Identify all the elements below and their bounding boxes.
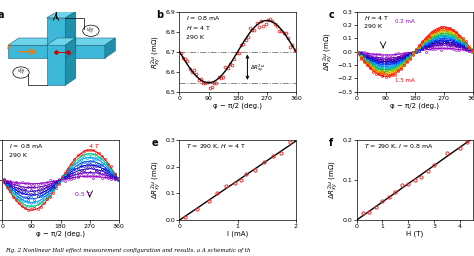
Text: c: c [328, 10, 334, 20]
Text: 1.5 mA: 1.5 mA [395, 78, 415, 83]
Text: $I$ = 0.8 mA: $I$ = 0.8 mA [186, 14, 222, 22]
X-axis label: φ − π/2 (deg.): φ − π/2 (deg.) [36, 231, 85, 237]
Polygon shape [46, 12, 76, 18]
Y-axis label: $R_{xy}^{2\omega}$ (m$\Omega$): $R_{xy}^{2\omega}$ (m$\Omega$) [149, 35, 164, 69]
X-axis label: I (mA): I (mA) [227, 231, 248, 237]
Polygon shape [46, 38, 76, 45]
Text: $H$ = 4 T: $H$ = 4 T [186, 24, 212, 32]
Text: e: e [152, 138, 158, 148]
Text: $I$ = 0.8 mA: $I$ = 0.8 mA [9, 142, 45, 150]
Text: a: a [0, 10, 4, 20]
Text: Fig. 2 Nonlinear Hall effect measurement configuration and results. a A schemati: Fig. 2 Nonlinear Hall effect measurement… [5, 248, 250, 253]
Text: b: b [156, 10, 163, 20]
X-axis label: φ − π/2 (deg.): φ − π/2 (deg.) [390, 102, 439, 109]
X-axis label: φ − π/2 (deg.): φ − π/2 (deg.) [213, 102, 262, 109]
Polygon shape [46, 18, 65, 85]
Y-axis label: $\Delta R_{xy}^{2\omega}$ (m$\Omega$): $\Delta R_{xy}^{2\omega}$ (m$\Omega$) [149, 161, 164, 199]
Text: 4 T: 4 T [89, 144, 99, 149]
Text: $T$ = 290 K, $H$ = 4 T: $T$ = 290 K, $H$ = 4 T [186, 142, 247, 150]
Y-axis label: $\Delta R_{xy}^{2\omega}$ (m$\Omega$): $\Delta R_{xy}^{2\omega}$ (m$\Omega$) [321, 32, 336, 71]
Text: 290 K: 290 K [364, 24, 382, 29]
Polygon shape [65, 12, 76, 85]
Text: $H$ = 4 T: $H$ = 4 T [364, 14, 389, 22]
Text: $V^{2\omega}_{xy}$: $V^{2\omega}_{xy}$ [17, 67, 26, 78]
Text: 290 K: 290 K [186, 35, 204, 40]
Polygon shape [65, 38, 76, 58]
Text: $V^{2\omega}_{xy}$: $V^{2\omega}_{xy}$ [86, 25, 95, 37]
Text: $\Delta R_{xy}^{2\omega}$: $\Delta R_{xy}^{2\omega}$ [250, 63, 265, 75]
Text: $T$ = 290 K, $I$ = 0.8 mA: $T$ = 290 K, $I$ = 0.8 mA [364, 142, 434, 150]
Polygon shape [105, 38, 115, 58]
Text: 290 K: 290 K [9, 153, 27, 158]
X-axis label: H (T): H (T) [406, 231, 423, 237]
Y-axis label: $\Delta R_{xy}^{2\omega}$ (m$\Omega$): $\Delta R_{xy}^{2\omega}$ (m$\Omega$) [327, 161, 341, 199]
Text: f: f [328, 138, 333, 148]
Text: $H$: $H$ [6, 42, 13, 51]
Text: 0.5 T: 0.5 T [74, 192, 90, 197]
Polygon shape [8, 45, 105, 58]
Text: 0.2 mA: 0.2 mA [395, 19, 415, 24]
Polygon shape [8, 38, 115, 45]
